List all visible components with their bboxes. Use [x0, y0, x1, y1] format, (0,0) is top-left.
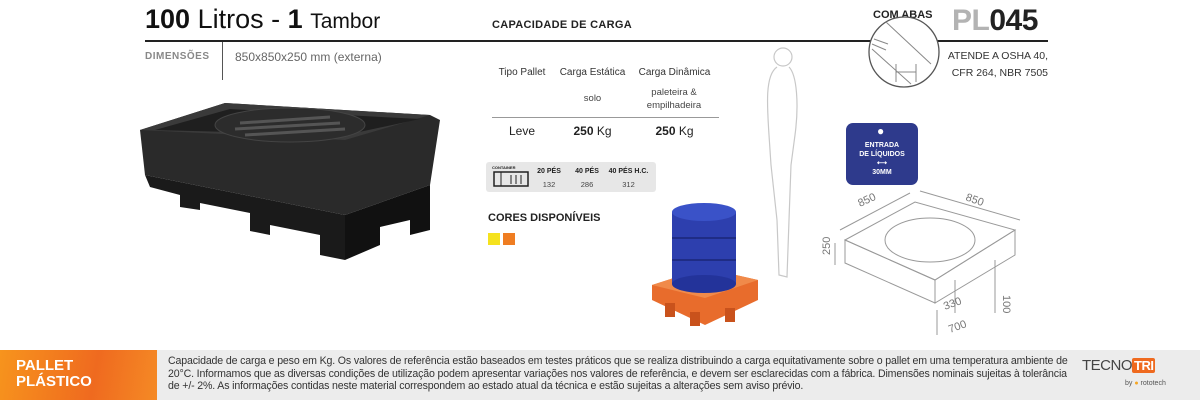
container-icon: [493, 171, 529, 187]
liquid-inlet-badge: ● ENTRADA DE LÍQUIDOS ⟷ 30MM: [846, 123, 918, 185]
dimension-label: 850: [964, 192, 985, 210]
footer-disclaimer: Capacidade de carga e peso em Kg. Os val…: [168, 355, 1068, 392]
footer-disclaimer-panel: [157, 350, 1200, 400]
container-label: CONTAINER: [492, 165, 516, 170]
dimension-label: 250: [821, 237, 833, 255]
flap-detail-icon: [868, 16, 940, 88]
column-header: Tipo Pallet: [498, 67, 546, 78]
pallet-product-image: [140, 103, 440, 260]
rototech-icon: ●: [1134, 380, 1139, 387]
table-cell: Leve: [508, 124, 536, 138]
container-box: CONTAINER 20 PÉS 40 PÉS 40 PÉS H.C. 132 …: [486, 162, 656, 192]
column-subheader: solo: [583, 93, 602, 104]
container-header: 40 PÉS: [575, 168, 599, 175]
dimension-label: 330: [942, 295, 963, 313]
standards-text: ATENDE A OSHA 40, CFR 264, NBR 7505: [947, 50, 1048, 79]
column-header: Carga Dinâmica: [638, 67, 711, 78]
page-title: 100 Litros - 1 Tambor: [145, 4, 381, 34]
rototech-logo: by ● rototech: [1125, 380, 1166, 387]
footer-category-panel: [0, 350, 157, 400]
drum-on-pallet-image: [652, 203, 758, 326]
dimensions-value: 850x850x250 mm (externa): [235, 50, 382, 64]
colors-heading: CORES DISPONÍVEIS: [488, 212, 601, 224]
color-swatch-orange: [503, 233, 515, 245]
capacity-heading: CAPACIDADE DE CARGA: [492, 19, 632, 31]
person-silhouette-scale: [766, 47, 798, 278]
container-value: 312: [622, 180, 635, 189]
column-header: Carga Estática: [559, 67, 626, 78]
feature-label: COM ABAS: [873, 9, 933, 21]
technical-diagram: 850 850 250 100 330 700: [821, 190, 1021, 335]
container-value: 132: [542, 180, 556, 189]
footer-category-title: PALLET PLÁSTICO: [16, 357, 92, 390]
arrow-icon: ⟷: [876, 160, 888, 167]
divider: [145, 40, 1048, 42]
product-code: PL045: [952, 4, 1038, 37]
dimension-label: 100: [1000, 295, 1012, 313]
dimension-label: 850: [856, 191, 878, 210]
tecnotri-logo: TECNO TRI: [1082, 357, 1156, 374]
dimension-label: 700: [947, 318, 968, 335]
table-cell: 250 Kg: [573, 124, 612, 138]
divider: [492, 117, 719, 118]
table-cell: 250 Kg: [655, 124, 694, 138]
container-header: 40 PÉS H.C.: [608, 168, 649, 175]
divider: [222, 42, 223, 80]
container-header: 20 PÉS: [537, 168, 561, 175]
container-value: 286: [580, 180, 594, 189]
droplet-icon: ●: [877, 124, 885, 138]
column-subheader: paleteira & empilhadeira: [646, 87, 702, 111]
color-swatch-yellow: [488, 233, 500, 245]
dimensions-label: DIMENSÕES: [145, 51, 210, 62]
